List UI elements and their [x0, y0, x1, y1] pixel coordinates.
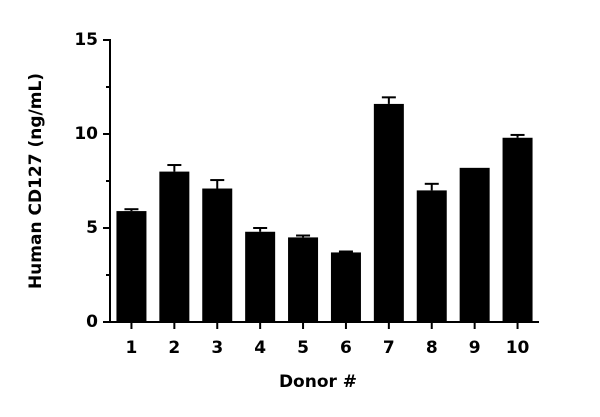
- x-tick-label: 9: [469, 338, 481, 358]
- error-bar: [167, 164, 182, 172]
- bar: [459, 167, 490, 322]
- x-tick-label: 3: [211, 338, 223, 358]
- error-bar: [210, 179, 225, 189]
- y-axis-title: Human CD127 (ng/mL): [26, 73, 46, 289]
- bar: [245, 231, 276, 322]
- x-tick-label: 2: [168, 338, 180, 358]
- x-axis-title: Donor #: [279, 372, 357, 392]
- bar: [288, 237, 319, 322]
- x-tick-label: 6: [340, 338, 352, 358]
- error-bar: [253, 227, 268, 232]
- bar: [373, 103, 404, 322]
- y-tick-label: 10: [74, 124, 98, 144]
- y-tick-label: 15: [74, 30, 98, 50]
- error-bar: [338, 250, 353, 253]
- y-tick-label: 5: [86, 218, 98, 238]
- bar: [330, 252, 361, 322]
- x-tick-label: 5: [297, 338, 309, 358]
- bar: [502, 137, 533, 322]
- y-tick-label: 0: [86, 312, 98, 332]
- x-tick-label: 4: [254, 338, 266, 358]
- x-tick-label: 1: [126, 338, 138, 358]
- error-bar: [381, 96, 396, 104]
- bar: [116, 211, 147, 322]
- error-bar: [124, 208, 139, 212]
- error-bar: [424, 182, 439, 191]
- x-tick-label: 8: [426, 338, 438, 358]
- x-tick-label: 7: [383, 338, 395, 358]
- bar: [416, 190, 447, 322]
- x-tick-label: 10: [506, 338, 530, 358]
- error-bar: [510, 133, 525, 138]
- bar: [202, 188, 233, 322]
- error-bar: [296, 234, 311, 238]
- bar: [159, 171, 190, 322]
